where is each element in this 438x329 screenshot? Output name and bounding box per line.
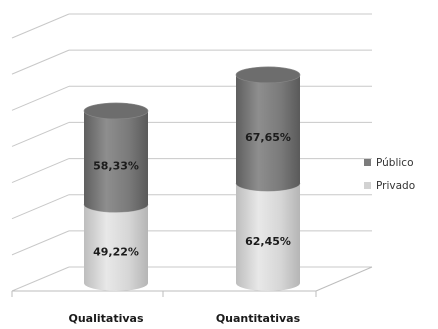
legend: Público Privado	[364, 151, 415, 197]
gridline-side	[11, 230, 70, 256]
bar-top-quantitativas	[235, 66, 301, 84]
category-labels: Qualitativas Quantitativas	[69, 312, 301, 325]
gridline-side	[11, 194, 70, 220]
gridline-side	[11, 85, 70, 111]
data-label-privado-quantitativas: 62,45%	[245, 235, 291, 248]
bar-público-quantitativas	[236, 74, 300, 192]
data-label-público-quantitativas: 67,65%	[245, 131, 291, 144]
data-label-público-qualitativas: 58,33%	[93, 160, 139, 173]
legend-swatch-publico	[364, 159, 371, 166]
category-label-qualitativas: Qualitativas	[69, 312, 144, 325]
cylinder-bars	[83, 66, 301, 291]
gridline-side	[11, 13, 70, 39]
legend-label-privado: Privado	[376, 179, 416, 192]
gridline-side	[11, 121, 70, 147]
gridline-side	[11, 49, 70, 75]
data-labels: 49,22% 58,33% 62,45% 67,65%	[93, 131, 291, 259]
legend-item-publico: Público	[364, 151, 415, 174]
legend-label-publico: Público	[376, 156, 414, 169]
gridline-side	[11, 266, 70, 292]
legend-item-privado: Privado	[364, 174, 415, 197]
bar-público-qualitativas	[84, 110, 148, 213]
bar-privado-qualitativas	[84, 204, 148, 291]
bar-top-qualitativas	[83, 102, 149, 120]
gridline-side	[11, 158, 70, 184]
legend-swatch-privado	[364, 182, 371, 189]
floor-right-edge	[315, 266, 373, 292]
data-label-privado-qualitativas: 49,22%	[93, 246, 139, 259]
category-label-quantitativas: Quantitativas	[216, 312, 301, 325]
gridlines	[11, 13, 373, 297]
bar-privado-quantitativas	[236, 183, 300, 291]
